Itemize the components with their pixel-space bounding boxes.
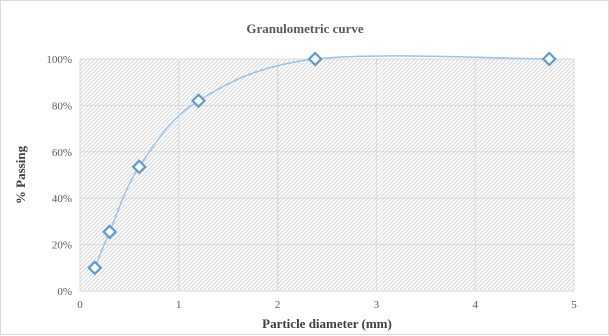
data-point-diamond: [87, 260, 103, 276]
data-point-diamond: [191, 93, 207, 109]
y-axis-title: % Passing: [13, 145, 28, 204]
x-tick-label: 4: [472, 299, 478, 311]
plot-area: [80, 59, 574, 291]
x-tick-label: 0: [77, 299, 83, 311]
x-tick-label: 5: [571, 299, 577, 311]
x-tick-label: 3: [374, 299, 380, 311]
data-point-diamond: [307, 51, 323, 67]
data-point-diamond: [131, 159, 147, 175]
data-point-diamond: [102, 224, 118, 240]
x-axis-title: Particle diameter (mm): [262, 316, 392, 331]
gridlines: [79, 58, 575, 292]
y-tick-label: 0%: [57, 286, 72, 298]
y-tick-label: 40%: [52, 193, 72, 205]
y-tick-label: 100%: [46, 54, 72, 66]
x-axis-ticks: 0 1 2 3 4 5: [77, 299, 577, 311]
y-tick-label: 60%: [52, 147, 72, 159]
data-markers: [87, 51, 557, 276]
x-tick-label: 1: [176, 299, 182, 311]
y-tick-label: 20%: [52, 240, 72, 252]
x-tick-label: 2: [275, 299, 281, 311]
y-axis-ticks: 0% 20% 40% 60% 80% 100%: [46, 54, 72, 298]
data-point-diamond: [541, 51, 557, 67]
chart-title: Granulometric curve: [246, 21, 364, 36]
y-tick-label: 80%: [52, 100, 72, 112]
